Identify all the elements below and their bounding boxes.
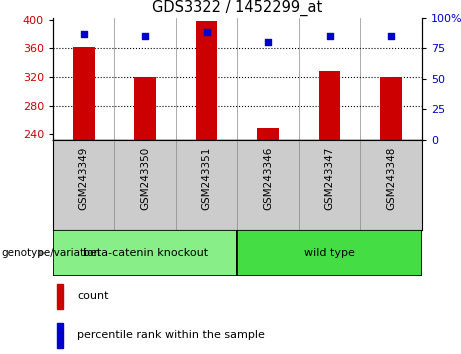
Point bbox=[387, 33, 395, 39]
Bar bbox=[257, 129, 279, 140]
Point bbox=[326, 33, 333, 39]
Title: GDS3322 / 1452299_at: GDS3322 / 1452299_at bbox=[152, 0, 323, 16]
Point bbox=[265, 39, 272, 45]
Text: genotype/variation: genotype/variation bbox=[1, 248, 100, 258]
Bar bbox=[380, 77, 402, 140]
Point bbox=[142, 33, 149, 39]
Text: GSM243349: GSM243349 bbox=[79, 147, 89, 210]
Bar bbox=[57, 284, 63, 309]
Text: GSM243348: GSM243348 bbox=[386, 147, 396, 210]
Bar bbox=[73, 47, 95, 140]
Text: GSM243350: GSM243350 bbox=[140, 147, 150, 210]
Text: beta-catenin knockout: beta-catenin knockout bbox=[83, 248, 208, 258]
Bar bbox=[135, 77, 156, 140]
Bar bbox=[196, 21, 218, 140]
Bar bbox=[57, 323, 63, 348]
Text: GSM243346: GSM243346 bbox=[263, 147, 273, 210]
Text: GSM243351: GSM243351 bbox=[201, 147, 212, 210]
Text: wild type: wild type bbox=[304, 248, 355, 258]
Point bbox=[80, 31, 88, 36]
Text: percentile rank within the sample: percentile rank within the sample bbox=[77, 330, 265, 340]
Text: count: count bbox=[77, 291, 108, 301]
Point bbox=[203, 29, 210, 35]
Text: GSM243347: GSM243347 bbox=[325, 147, 335, 210]
Bar bbox=[53, 230, 237, 276]
Bar bbox=[319, 71, 340, 140]
Bar bbox=[237, 230, 422, 276]
